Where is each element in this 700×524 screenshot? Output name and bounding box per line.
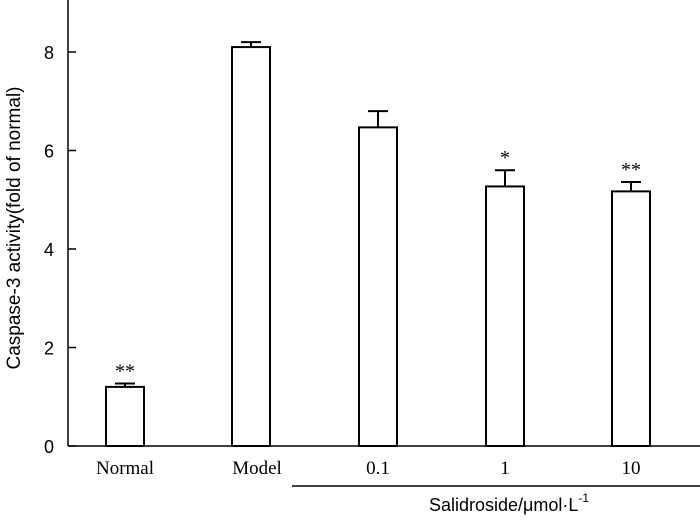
y-tick-label: 2 [44, 339, 54, 359]
significance-marker: * [500, 147, 510, 169]
group-label-superscript: -1 [578, 491, 589, 505]
significance-markers: ***** [115, 147, 641, 382]
y-tick-label: 0 [44, 437, 54, 457]
x-tick-label: Model [232, 458, 282, 479]
y-tick-label: 4 [44, 240, 54, 260]
significance-marker: ** [621, 159, 641, 181]
y-axis: 0 2 4 6 8 [44, 0, 76, 457]
y-axis-label: Caspase-3 activity(fold of normal) [4, 87, 25, 370]
x-tick-label: Normal [96, 458, 154, 479]
bar [485, 185, 525, 447]
error-bars [115, 41, 641, 387]
x-tick-labels: Normal Model 0.1 1 10 [96, 458, 641, 479]
x-tick-label: 10 [622, 458, 641, 479]
bar [358, 126, 398, 447]
bar [231, 46, 271, 447]
group-label: Salidroside/μmol·L-1 [429, 491, 589, 515]
x-tick-label: 0.1 [366, 458, 390, 479]
group-label-text: Salidroside/μmol·L [429, 495, 578, 515]
bar [105, 385, 145, 447]
x-tick-label: 1 [500, 458, 510, 479]
y-tick-label: 6 [44, 142, 54, 162]
significance-marker: ** [115, 360, 135, 382]
y-ticks: 0 2 4 6 8 [44, 43, 76, 457]
y-tick-label: 8 [44, 43, 54, 63]
bars [105, 46, 651, 447]
bar [611, 190, 651, 447]
